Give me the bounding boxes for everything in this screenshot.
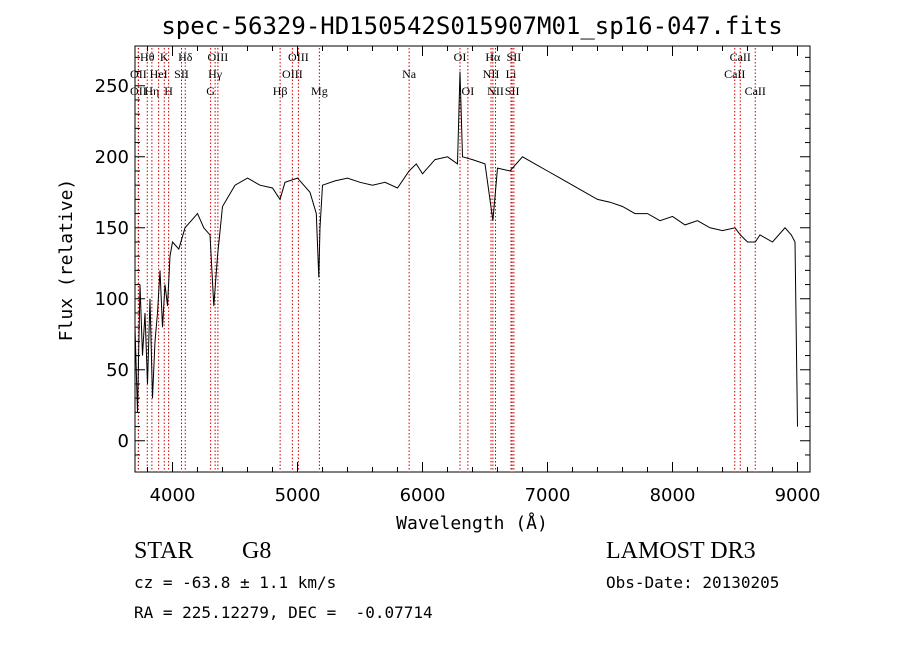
spectral-line-label: NII [487, 84, 504, 98]
y-tick-label: 50 [106, 360, 129, 381]
spectral-line-label: OIII [208, 50, 229, 64]
spectral-line-label: CaII [724, 67, 745, 81]
observation-date: Obs-Date: 20130205 [606, 573, 780, 592]
y-tick-label: 100 [95, 289, 129, 310]
spectral-line-label: Hα [485, 50, 501, 64]
survey-label: LAMOST DR3 [606, 538, 756, 564]
spectral-line-label: SII [174, 67, 189, 81]
spectral-line-label: Hβ [273, 84, 288, 98]
spectral-line-label: OIII [282, 67, 303, 81]
spectral-line-label: G [206, 84, 215, 98]
spectral-line-label: OIII [288, 50, 309, 64]
spectral-line-label: H [164, 84, 173, 98]
y-tick-label: 250 [95, 76, 129, 97]
y-axis-label: Flux (relative) [56, 179, 77, 342]
spectral-line-label: SII [505, 84, 520, 98]
spectral-line-label: Hη [144, 84, 159, 98]
subclass-label: G8 [242, 538, 272, 564]
spectral-line-label: OI [454, 50, 467, 64]
spectral-line-label: K [160, 50, 169, 64]
spectral-line-label: CaII [730, 50, 751, 64]
plot-frame [134, 45, 811, 473]
spectrum-series [134, 71, 798, 427]
x-tick-label: 4000 [150, 485, 196, 506]
x-tick-label: 8000 [650, 485, 696, 506]
y-tick-label: 0 [118, 431, 129, 452]
object-class-label: STAR [134, 538, 194, 564]
y-tick-label: 200 [95, 147, 129, 168]
redshift-velocity: cz = -63.8 ± 1.1 km/s [134, 573, 337, 592]
x-tick-label: 6000 [400, 485, 446, 506]
spectral-line-label: SII [507, 50, 522, 64]
x-axis-label: Wavelength (Å) [396, 512, 548, 534]
y-tick-label: 150 [95, 218, 129, 239]
spectral-line-label: NII [483, 67, 500, 81]
x-tick-label: 5000 [275, 485, 321, 506]
spectral-line-label: HeI [150, 67, 168, 81]
spectral-line-label: CaII [745, 84, 766, 98]
spectral-line-label: Hδ [178, 50, 193, 64]
spectral-line-label: OII [130, 67, 147, 81]
x-tick-label: 7000 [525, 485, 571, 506]
sky-coordinates: RA = 225.12279, DEC = -0.07714 [134, 603, 433, 622]
spectral-line-label: Hγ [208, 67, 223, 81]
x-tick-label: 9000 [775, 485, 821, 506]
spectral-line-label: OI [462, 84, 475, 98]
chart-title: spec-56329-HD150542S015907M01_sp16-047.f… [161, 12, 782, 40]
spectral-line-label: Mg [311, 84, 328, 98]
spectral-line-label: Na [402, 67, 417, 81]
spectral-line-label: Hθ [140, 50, 155, 64]
spectrum-chart: spec-56329-HD150542S015907M01_sp16-047.f… [56, 12, 821, 534]
spectral-line-label: Li [506, 67, 517, 81]
